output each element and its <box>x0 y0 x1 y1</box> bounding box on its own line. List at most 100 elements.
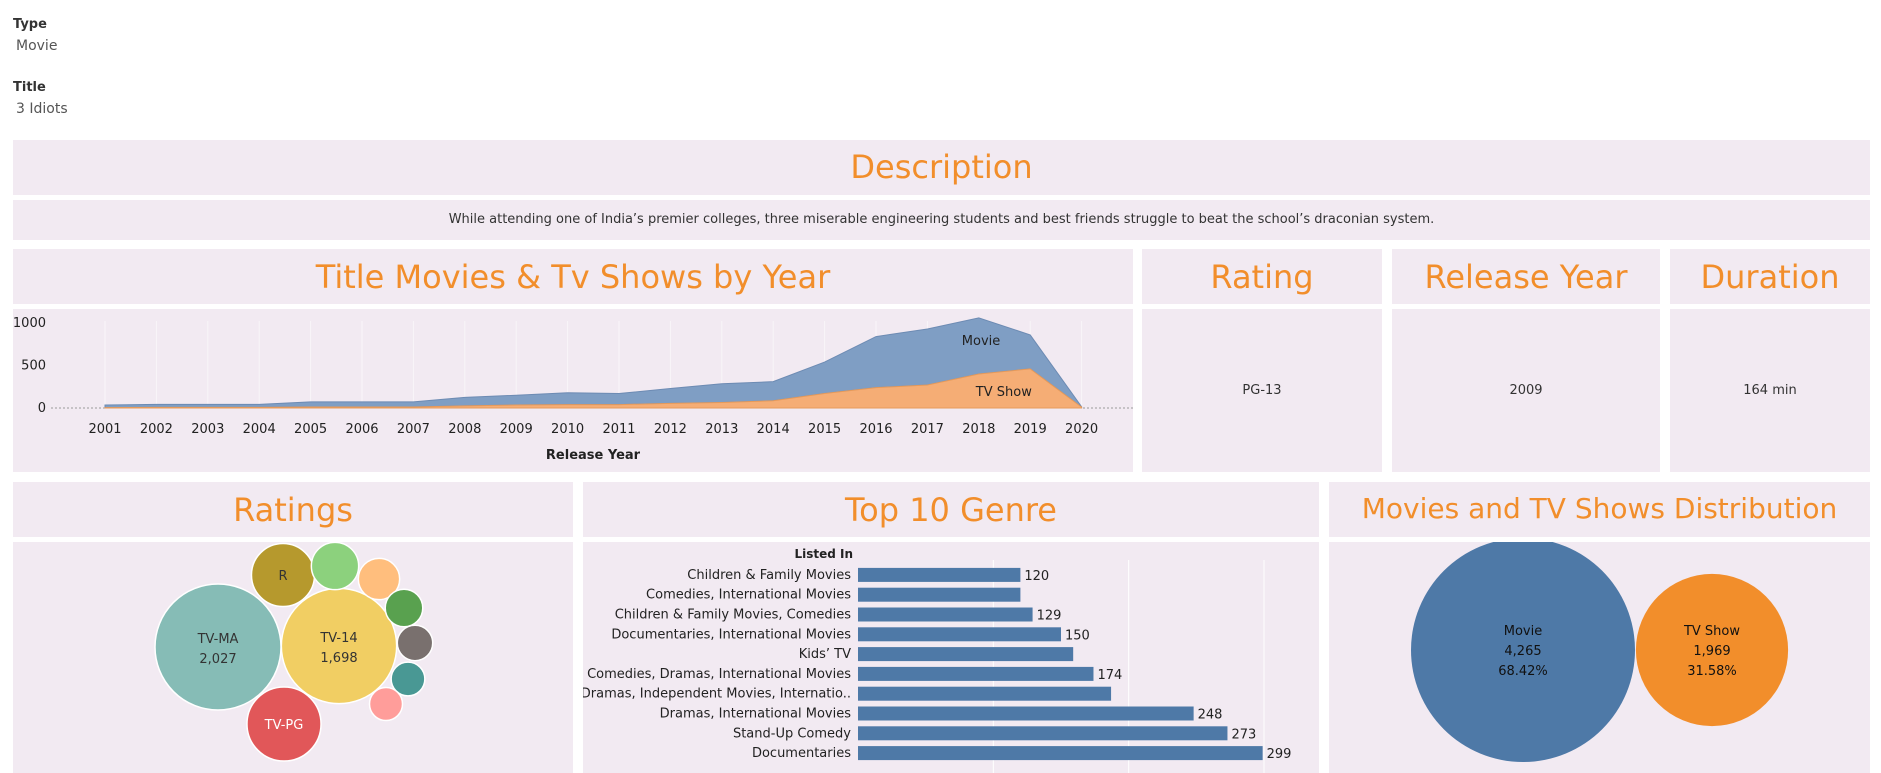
rating-bubble <box>396 624 434 662</box>
genre-bar <box>858 746 1263 761</box>
x-tick-label: 2010 <box>551 422 584 437</box>
x-tick-label: 2003 <box>191 422 224 437</box>
genre-bar-panel: Listed In Children & Family Movies 120 Come… <box>583 542 1319 773</box>
release-year-title-panel: Release Year <box>1392 249 1660 304</box>
distribution-bubble-panel: Movie 4,265 68.42% TV Show 1,969 31.58% <box>1329 542 1870 773</box>
series-label-movie: Movie <box>962 334 1000 349</box>
genre-category-label: Dramas, International Movies <box>660 707 852 722</box>
rating-bubble-label: TV-14 <box>319 631 357 646</box>
genre-category-label: Kids’ TV <box>799 647 851 662</box>
genre-bar-value: 273 <box>1231 727 1256 742</box>
x-tick-label: 2002 <box>140 422 173 437</box>
ratings-title-panel: Ratings <box>13 482 573 537</box>
x-axis-title: Release Year <box>546 448 641 463</box>
x-tick-label: 2009 <box>500 422 533 437</box>
type-filter-label: Type <box>13 17 47 32</box>
rating-value-panel: PG-13 <box>1142 309 1382 472</box>
release-year-title: Release Year <box>1424 258 1628 296</box>
ratings-bubble-chart: TV-MA 2,027 TV-14 1,698 TV-PG R <box>154 542 434 762</box>
description-text-panel: While attending one of India’s premier c… <box>13 200 1870 240</box>
genre-category-label: Documentaries, International Movies <box>611 627 851 642</box>
release-year-value-panel: 2009 <box>1392 309 1660 472</box>
genre-bar <box>858 587 1021 602</box>
release-year-value: 2009 <box>1509 383 1543 398</box>
genre-bar <box>858 607 1033 622</box>
distribution-bubble-pct: 31.58% <box>1687 664 1737 679</box>
x-tick-label: 2017 <box>911 422 944 437</box>
rating-bubble <box>390 661 426 697</box>
genre-title: Top 10 Genre <box>845 491 1057 529</box>
title-filter-value[interactable]: 3 Idiots <box>16 101 68 117</box>
genre-bar <box>858 627 1061 642</box>
distribution-bubble <box>1635 573 1789 727</box>
x-tick-label: 2011 <box>602 422 635 437</box>
rating-bubble <box>246 686 322 762</box>
genre-bar-value: 299 <box>1267 747 1292 762</box>
description-title-panel: Description <box>13 140 1870 195</box>
year-chart-title: Title Movies & Tv Shows by Year <box>315 258 831 296</box>
distribution-bubble-chart: Movie 4,265 68.42% TV Show 1,969 31.58% <box>1411 542 1789 762</box>
x-tick-label: 2016 <box>859 422 892 437</box>
rating-bubble <box>310 542 360 591</box>
y-tick-label: 0 <box>38 401 46 416</box>
rating-bubble-label: TV-MA <box>197 632 239 647</box>
distribution-bubble-label: TV Show <box>1683 624 1740 639</box>
y-axis-title: Listed In <box>794 547 853 561</box>
distribution-bubble-label: Movie <box>1504 624 1542 639</box>
genre-bar-value: 150 <box>1065 628 1090 643</box>
rating-value: PG-13 <box>1242 383 1282 398</box>
x-tick-label: 2005 <box>294 422 327 437</box>
year-area-chart: Movie TV Show 0 500 1000 2001 2002 2003 2004 2005… <box>13 316 1133 463</box>
duration-value-panel: 164 min <box>1670 309 1870 472</box>
series-label-tvshow: TV Show <box>975 385 1032 400</box>
genre-bar-value: 248 <box>1198 708 1223 723</box>
rating-bubble <box>154 583 282 711</box>
tvshow-area <box>104 368 1083 409</box>
rating-bubble-label: TV-PG <box>264 718 304 733</box>
x-tick-label: 2020 <box>1065 422 1098 437</box>
y-tick-label: 1000 <box>13 316 46 331</box>
genre-title-panel: Top 10 Genre <box>583 482 1319 537</box>
title-filter-label: Title <box>13 80 46 95</box>
type-filter-value[interactable]: Movie <box>16 38 58 54</box>
x-tick-label: 2007 <box>397 422 430 437</box>
x-tick-label: 2015 <box>808 422 841 437</box>
genre-bar-value: 120 <box>1024 569 1049 584</box>
rating-title-panel: Rating <box>1142 249 1382 304</box>
genre-bar <box>858 666 1094 681</box>
genre-category-label: Dramas, Independent Movies, Internatio.. <box>583 687 851 702</box>
distribution-bubble-value: 1,969 <box>1693 644 1730 659</box>
rating-bubble <box>384 588 424 628</box>
genre-bar <box>858 567 1021 582</box>
ratings-title: Ratings <box>233 491 353 529</box>
duration-title-panel: Duration <box>1670 249 1870 304</box>
rating-title: Rating <box>1210 258 1314 296</box>
genre-bar <box>858 647 1074 662</box>
description-text: While attending one of India’s premier c… <box>448 212 1435 227</box>
year-chart-title-panel: Title Movies & Tv Shows by Year <box>13 249 1133 304</box>
genre-category-label: Children & Family Movies <box>687 568 851 583</box>
genre-bar-chart: Listed In Children & Family Movies 120 Come… <box>583 547 1292 773</box>
genre-bar <box>858 686 1112 701</box>
genre-bar-value: 174 <box>1097 668 1122 683</box>
x-tick-label: 2001 <box>88 422 121 437</box>
distribution-title-panel: Movies and TV Shows Distribution <box>1329 482 1870 537</box>
duration-title: Duration <box>1700 258 1840 296</box>
year-chart-panel: Movie TV Show 0 500 1000 2001 2002 2003 2004 2005… <box>13 309 1133 472</box>
x-tick-label: 2019 <box>1014 422 1047 437</box>
distribution-bubble-pct: 68.42% <box>1498 664 1548 679</box>
ratings-bubble-panel: TV-MA 2,027 TV-14 1,698 TV-PG R <box>13 542 573 773</box>
duration-value: 164 min <box>1743 383 1797 398</box>
genre-category-label: Documentaries <box>752 746 851 761</box>
genre-category-label: Comedies, International Movies <box>646 588 851 603</box>
genre-bar-value: 129 <box>1037 609 1062 624</box>
rating-bubble-value: 1,698 <box>320 651 357 666</box>
rating-bubble <box>280 587 398 705</box>
distribution-bubble-value: 4,265 <box>1504 644 1541 659</box>
x-tick-label: 2006 <box>345 422 378 437</box>
distribution-bubble <box>1411 542 1635 762</box>
rating-bubble <box>368 686 404 722</box>
x-tick-label: 2018 <box>962 422 995 437</box>
x-tick-label: 2008 <box>448 422 481 437</box>
genre-bar <box>858 706 1194 721</box>
